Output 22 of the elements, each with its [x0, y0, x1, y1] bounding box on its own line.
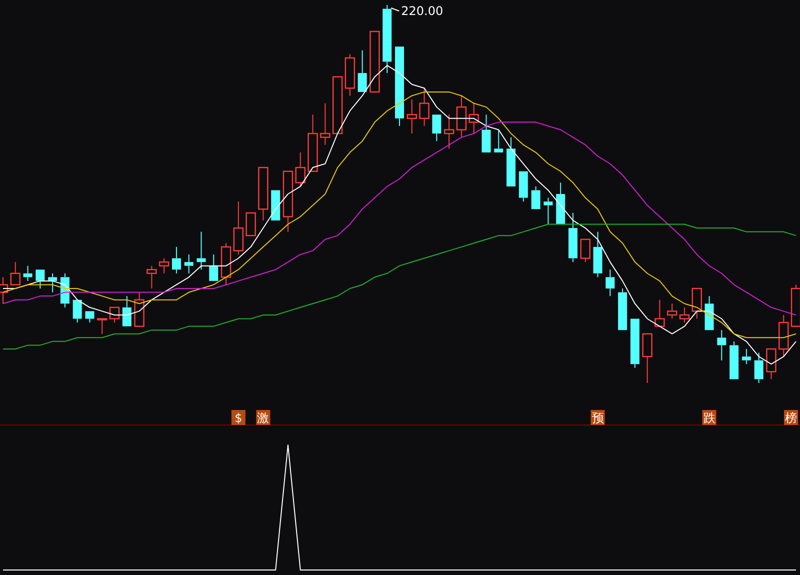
candlestick	[382, 4, 392, 74]
candlestick	[172, 246, 181, 274]
candlestick	[544, 197, 553, 225]
candlestick	[419, 88, 430, 126]
candlestick	[444, 114, 454, 150]
candlestick	[593, 231, 602, 278]
x-tick-label: $	[234, 411, 242, 425]
candlestick	[568, 212, 578, 263]
candlestick	[320, 102, 330, 146]
candlestick	[23, 265, 32, 282]
candlestick	[48, 272, 58, 293]
annotation: 220.00	[401, 4, 444, 18]
x-tick-label: 榜	[785, 411, 797, 425]
candlestick	[606, 269, 615, 297]
candlestick	[184, 254, 194, 274]
x-tick-label: 跌	[703, 411, 716, 425]
candlestick	[406, 99, 417, 134]
candlestick	[468, 102, 479, 134]
candlestick	[717, 330, 726, 361]
candlestick	[742, 348, 751, 365]
x-tick-label: 预	[592, 411, 604, 425]
x-tick-label: 激	[257, 411, 270, 425]
